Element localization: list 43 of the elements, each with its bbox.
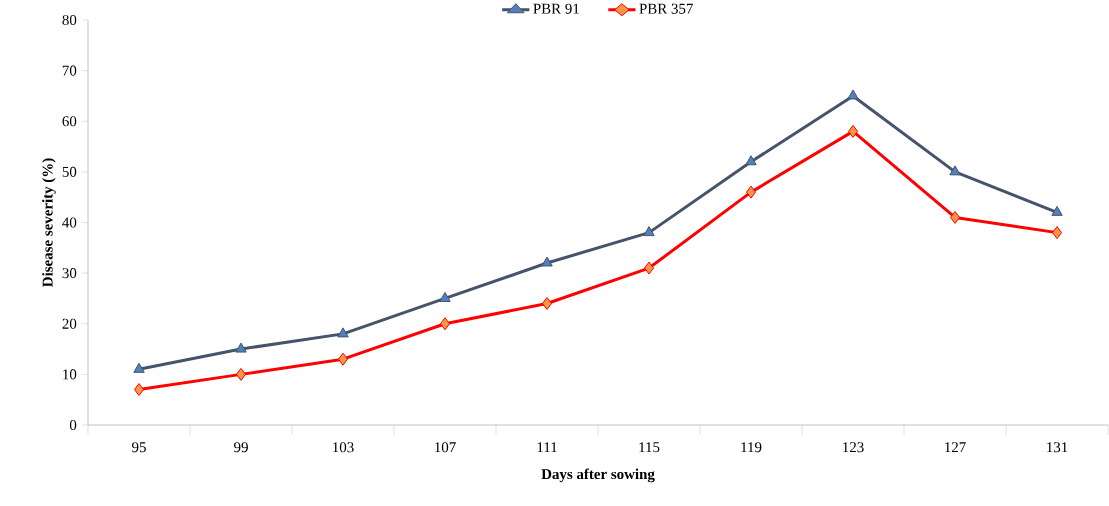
x-tick-label: 131	[1047, 442, 1068, 453]
point	[1051, 205, 1063, 216]
point	[337, 327, 349, 338]
y-tick-label: 30	[62, 268, 77, 279]
point	[440, 317, 451, 331]
x-tick-label: 107	[435, 442, 456, 453]
point	[949, 165, 961, 176]
x-tick-label: 123	[843, 442, 864, 453]
point	[134, 383, 144, 397]
x-tick-label: 95	[132, 442, 146, 453]
point	[542, 297, 553, 310]
point	[847, 89, 859, 100]
point	[541, 256, 553, 267]
y-tick-label: 70	[62, 65, 77, 76]
x-tick-label: 111	[537, 442, 557, 453]
point	[133, 362, 145, 373]
point	[644, 261, 655, 275]
y-tick-label: 80	[62, 14, 77, 26]
y-tick-label: 50	[62, 166, 77, 177]
x-tick-label: 127	[945, 442, 966, 453]
point	[745, 155, 757, 166]
y-axis-title: Disease severity (%)	[42, 158, 56, 287]
point	[848, 124, 859, 138]
y-tick-label: 10	[63, 369, 77, 380]
legend-label: PBR 91	[533, 3, 579, 14]
point	[338, 352, 349, 366]
x-tick-label: 99	[234, 442, 248, 453]
y-tick-label: 0	[69, 419, 77, 431]
point	[439, 291, 451, 302]
y-tick-label: 20	[62, 318, 77, 329]
x-tick-label: 115	[639, 442, 660, 453]
x-tick-label: 103	[333, 442, 354, 453]
y-tick-label: 60	[62, 116, 77, 127]
point	[236, 367, 247, 381]
x-tick-label: 119	[741, 442, 762, 453]
point	[643, 226, 655, 237]
point	[746, 185, 757, 199]
point	[235, 342, 247, 353]
point	[950, 210, 961, 224]
point	[1052, 226, 1063, 240]
y-tick-label: 40	[62, 217, 77, 228]
legend-label: PBR 357	[639, 3, 693, 14]
x-axis-title: Days after sowing	[541, 468, 655, 483]
